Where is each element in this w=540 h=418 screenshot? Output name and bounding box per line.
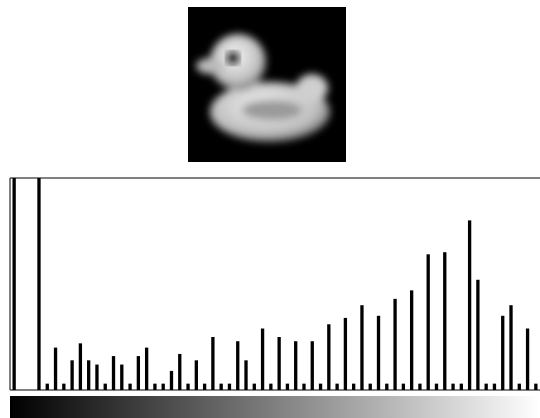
bar bbox=[220, 384, 223, 390]
bar bbox=[253, 384, 256, 390]
bar bbox=[418, 384, 421, 390]
bar bbox=[286, 384, 289, 390]
bar bbox=[37, 72, 40, 390]
page bbox=[0, 0, 540, 418]
bar bbox=[277, 337, 280, 390]
bar bbox=[294, 341, 297, 390]
bar bbox=[186, 384, 189, 390]
bar bbox=[344, 318, 347, 390]
bar bbox=[509, 305, 512, 390]
bar bbox=[427, 254, 430, 390]
bar bbox=[153, 384, 156, 390]
duck-thumbnail bbox=[188, 7, 346, 162]
bar bbox=[377, 316, 380, 390]
bar bbox=[352, 384, 355, 390]
bar bbox=[501, 316, 504, 390]
bar bbox=[112, 356, 115, 390]
bar bbox=[369, 384, 372, 390]
bar bbox=[170, 371, 173, 390]
bar bbox=[335, 384, 338, 390]
bar bbox=[435, 384, 438, 390]
bar bbox=[319, 384, 322, 390]
bar bbox=[46, 384, 49, 390]
bar bbox=[393, 299, 396, 390]
bar bbox=[451, 384, 454, 390]
bar bbox=[385, 384, 388, 390]
bar bbox=[203, 384, 206, 390]
bar bbox=[518, 384, 521, 390]
bar bbox=[269, 384, 272, 390]
bar bbox=[534, 384, 537, 390]
bar bbox=[526, 329, 529, 390]
bar bbox=[485, 384, 488, 390]
bar bbox=[54, 348, 57, 390]
bar bbox=[87, 360, 90, 390]
bar bbox=[12, 72, 15, 390]
bar bbox=[145, 348, 148, 390]
bar bbox=[302, 384, 305, 390]
bar bbox=[137, 356, 140, 390]
bar bbox=[493, 384, 496, 390]
bar bbox=[70, 360, 73, 390]
bar bbox=[128, 384, 131, 390]
bar bbox=[261, 329, 264, 390]
bar bbox=[120, 365, 123, 390]
bar bbox=[104, 384, 107, 390]
bar bbox=[79, 343, 82, 390]
bar bbox=[211, 337, 214, 390]
bar bbox=[236, 341, 239, 390]
bar bbox=[443, 252, 446, 390]
bar bbox=[410, 290, 413, 390]
bar bbox=[195, 360, 198, 390]
bar bbox=[402, 384, 405, 390]
bar bbox=[327, 324, 330, 390]
bar bbox=[162, 384, 165, 390]
bar bbox=[62, 384, 65, 390]
bar bbox=[476, 280, 479, 390]
bar bbox=[460, 384, 463, 390]
intensity-ramp bbox=[10, 396, 540, 418]
bar bbox=[95, 365, 98, 390]
bar bbox=[178, 354, 181, 390]
bar bbox=[244, 360, 247, 390]
bar bbox=[360, 305, 363, 390]
bar bbox=[311, 341, 314, 390]
bar bbox=[468, 220, 471, 390]
bar bbox=[228, 384, 231, 390]
